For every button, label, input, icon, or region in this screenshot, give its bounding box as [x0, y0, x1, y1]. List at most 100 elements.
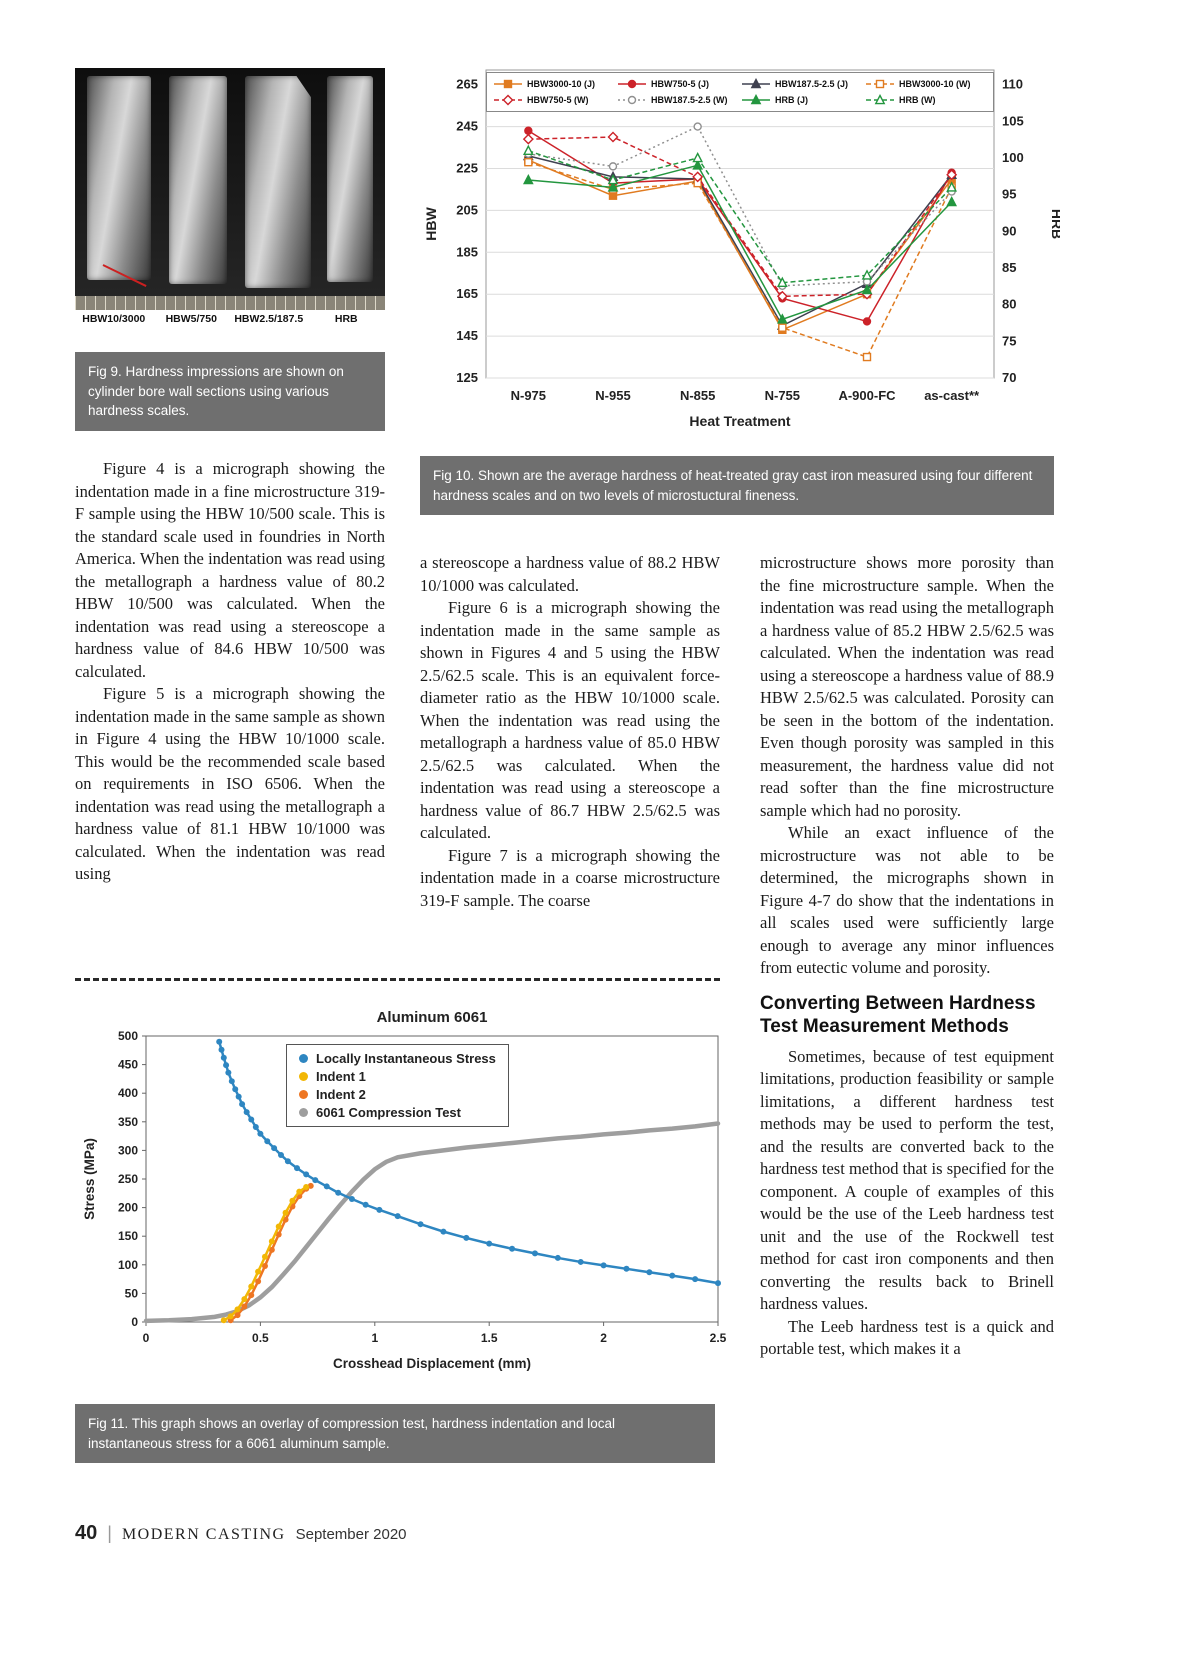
legend-item: Locally Instantaneous Stress	[299, 1051, 496, 1066]
legend-label: HBW750-5 (J)	[651, 79, 710, 89]
svg-text:95: 95	[1002, 187, 1016, 202]
paragraph: a stereoscope a hardness value of 88.2 H…	[420, 553, 720, 595]
svg-text:450: 450	[118, 1058, 138, 1072]
series-line	[528, 149, 953, 284]
legend-label: HBW750-5 (W)	[527, 95, 589, 105]
issue-date: September 2020	[295, 1526, 407, 1543]
page-footer: 40 | MODERN CASTING September 2020	[75, 1522, 407, 1545]
scale-label: HBW5/750	[165, 313, 217, 325]
svg-text:Aluminum 6061: Aluminum 6061	[377, 1009, 488, 1026]
svg-text:90: 90	[1002, 223, 1016, 238]
scale-label: HRB	[334, 313, 358, 325]
svg-text:Stress (MPa): Stress (MPa)	[82, 1138, 97, 1220]
fig9-scale-labels: HBW10/3000 HBW5/750 HBW2.5/187.5 HRB	[75, 314, 385, 325]
svg-text:185: 185	[456, 244, 478, 259]
svg-text:100: 100	[1002, 150, 1024, 165]
article-column-3: microstructure shows more porosity than …	[760, 552, 1054, 1361]
fig11-stress-chart: Aluminum 6061 0 50 100 150 200 250 300 350 400 450…	[78, 1000, 734, 1400]
svg-text:145: 145	[456, 328, 478, 343]
magazine-title: MODERN CASTING	[121, 1526, 286, 1543]
bore-wall-section-1	[87, 76, 151, 280]
legend-label: HBW3000-10 (W)	[899, 79, 971, 89]
svg-text:HRB: HRB	[1049, 209, 1060, 239]
legend-item: HBW750-5 (W)	[493, 94, 615, 106]
scale-label: HBW10/3000	[82, 313, 146, 325]
legend-item: HBW187.5-2.5 (J)	[741, 78, 863, 90]
svg-text:0: 0	[143, 1331, 150, 1345]
legend-item: Indent 1	[299, 1069, 496, 1084]
svg-text:Crosshead Displacement (mm): Crosshead Displacement (mm)	[333, 1356, 531, 1371]
svg-text:350: 350	[118, 1115, 138, 1129]
legend-label: HBW187.5-2.5 (J)	[775, 79, 849, 89]
svg-text:N-955: N-955	[595, 388, 630, 403]
legend-label: Locally Instantaneous Stress	[316, 1051, 496, 1066]
legend-item: HBW3000-10 (W)	[865, 78, 987, 90]
legend-label: 6061 Compression Test	[316, 1105, 461, 1120]
svg-text:0: 0	[131, 1315, 138, 1329]
svg-text:245: 245	[456, 119, 478, 134]
legend-dot-icon	[299, 1054, 308, 1063]
legend-label: Indent 1	[316, 1069, 366, 1084]
svg-text:as-cast**: as-cast**	[924, 388, 980, 403]
svg-text:200: 200	[118, 1201, 138, 1215]
fig10-legend: HBW3000-10 (J) HBW750-5 (J) HBW187.5-2.5 (…	[486, 72, 994, 112]
svg-text:70: 70	[1002, 370, 1016, 385]
bore-wall-section-2	[169, 76, 227, 284]
legend-item: HBW750-5 (J)	[617, 78, 739, 90]
svg-text:150: 150	[118, 1229, 138, 1243]
svg-text:1.5: 1.5	[481, 1331, 498, 1345]
svg-text:N-975: N-975	[511, 388, 546, 403]
dashed-section-divider	[75, 978, 720, 981]
paragraph: Figure 7 is a micrograph showing the ind…	[420, 845, 720, 910]
column-3-text-top: microstructure shows more porosity than …	[760, 552, 1054, 980]
footer-divider: |	[107, 1523, 112, 1543]
svg-text:500: 500	[118, 1029, 138, 1043]
series-line	[218, 1041, 719, 1285]
bore-wall-section-3	[245, 76, 311, 288]
svg-text:0.5: 0.5	[252, 1331, 269, 1345]
svg-text:265: 265	[456, 77, 478, 92]
series-line	[528, 164, 953, 321]
svg-text:225: 225	[456, 160, 478, 175]
svg-text:HBW: HBW	[423, 206, 439, 240]
series-line	[528, 161, 953, 358]
fig9-caption: Fig 9. Hardness impressions are shown on…	[75, 352, 385, 431]
fig10-hardness-chart: 125 145 165 185 205 225 245 265 70 75 80 85 90 95 100 1…	[420, 58, 1065, 450]
svg-text:1: 1	[371, 1331, 378, 1345]
svg-text:2: 2	[600, 1331, 607, 1345]
svg-text:250: 250	[118, 1172, 138, 1186]
legend-label: HBW3000-10 (J)	[527, 79, 596, 89]
legend-item: HRB (J)	[741, 94, 863, 106]
legend-dot-icon	[299, 1072, 308, 1081]
svg-text:125: 125	[456, 370, 478, 385]
scale-label: HBW2.5/187.5	[234, 313, 304, 325]
legend-item: Indent 2	[299, 1087, 496, 1102]
legend-label: HBW187.5-2.5 (W)	[651, 95, 728, 105]
svg-text:A-900-FC: A-900-FC	[838, 388, 896, 403]
svg-text:Heat Treatment: Heat Treatment	[689, 413, 790, 429]
fig11-legend: Locally Instantaneous Stress Indent 1 Inde…	[286, 1044, 509, 1127]
svg-text:100: 100	[118, 1258, 138, 1272]
svg-text:300: 300	[118, 1143, 138, 1157]
svg-text:50: 50	[125, 1286, 139, 1300]
legend-label: HRB (J)	[775, 95, 808, 105]
svg-text:2.5: 2.5	[710, 1331, 727, 1345]
legend-item: HRB (W)	[865, 94, 987, 106]
ruler	[75, 296, 385, 310]
fig10-caption: Fig 10. Shown are the average hardness o…	[420, 456, 1054, 516]
svg-text:165: 165	[456, 286, 478, 301]
paragraph: While an exact influence of the microstr…	[760, 823, 1054, 977]
fig9-photo	[75, 68, 385, 310]
paragraph: Figure 4 is a micrograph showing the ind…	[75, 459, 385, 681]
fig10-chart-svg: 125 145 165 185 205 225 245 265 70 75 80 85 90 95 100 1…	[423, 69, 1065, 429]
paragraph: microstructure shows more porosity than …	[760, 553, 1054, 820]
svg-text:205: 205	[456, 202, 478, 217]
series-line	[528, 125, 953, 287]
svg-text:75: 75	[1002, 333, 1016, 348]
svg-text:85: 85	[1002, 260, 1016, 275]
svg-text:110: 110	[1002, 77, 1023, 92]
svg-text:400: 400	[118, 1086, 138, 1100]
article-column-2: a stereoscope a hardness value of 88.2 H…	[420, 552, 720, 912]
svg-text:80: 80	[1002, 297, 1016, 312]
bore-wall-section-4	[327, 76, 373, 282]
